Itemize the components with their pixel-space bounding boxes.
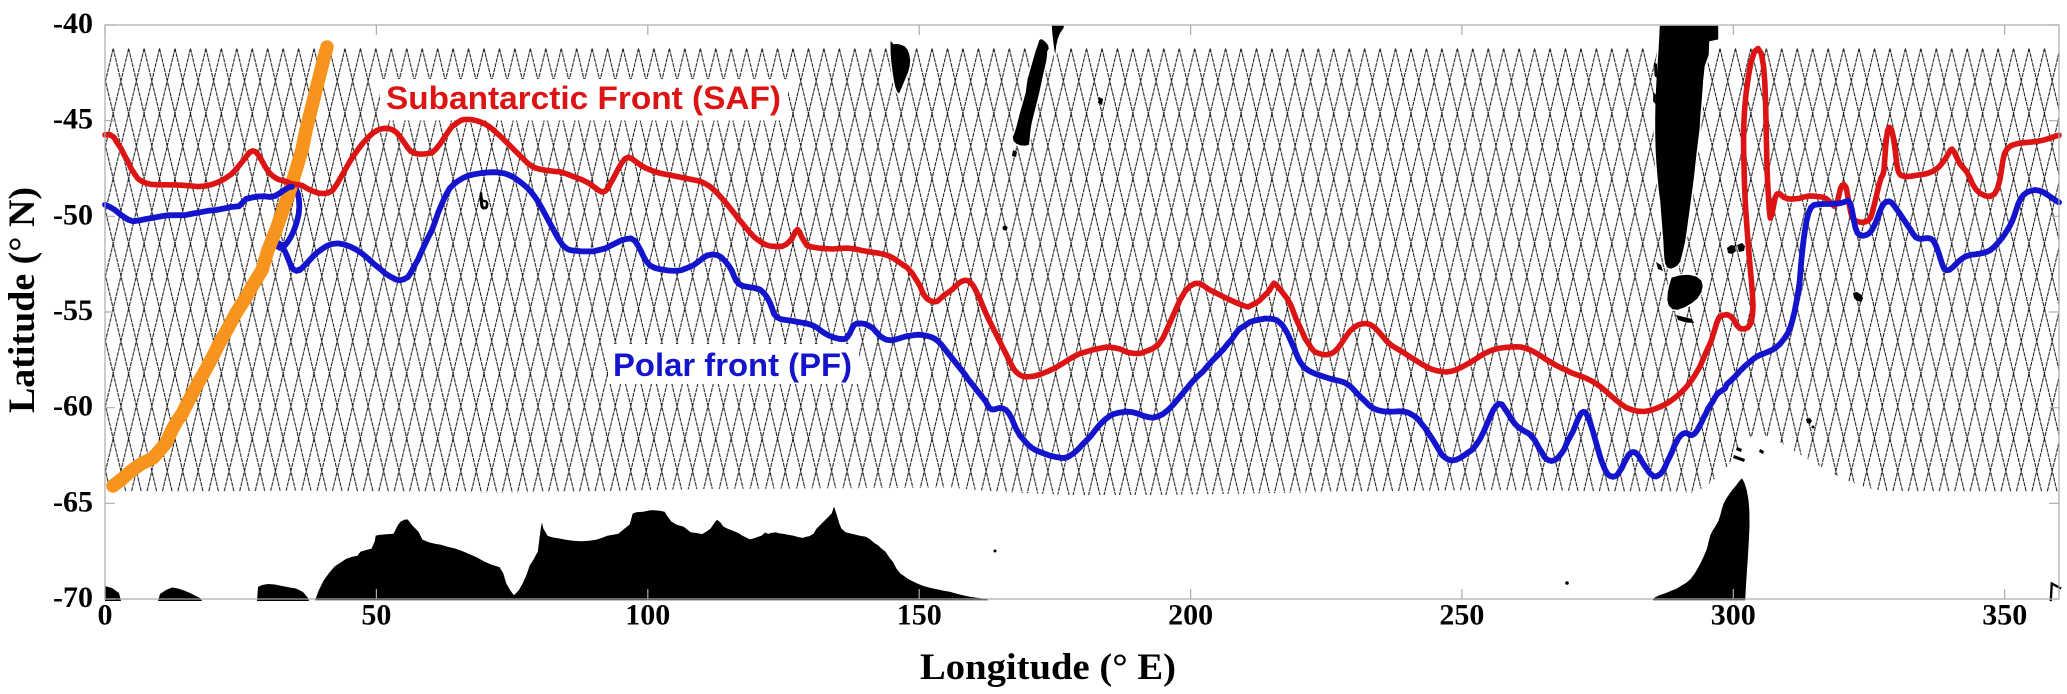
svg-text:-50: -50 <box>53 198 93 231</box>
svg-text:150: 150 <box>897 599 942 632</box>
svg-text:-65: -65 <box>53 485 93 518</box>
svg-text:-40: -40 <box>53 7 93 40</box>
svg-text:Subantarctic Front (SAF): Subantarctic Front (SAF) <box>386 80 781 116</box>
svg-text:100: 100 <box>625 599 670 632</box>
svg-text:0: 0 <box>98 599 113 632</box>
svg-text:300: 300 <box>1711 599 1756 632</box>
svg-text:50: 50 <box>361 599 391 632</box>
svg-text:Longitude (° E): Longitude (° E) <box>920 647 1176 688</box>
svg-text:-60: -60 <box>53 390 93 423</box>
svg-text:-45: -45 <box>53 103 93 136</box>
svg-text:Polar front (PF): Polar front (PF) <box>613 347 852 383</box>
svg-text:Latitude (° N): Latitude (° N) <box>2 187 43 413</box>
svg-text:-55: -55 <box>53 294 93 327</box>
svg-text:250: 250 <box>1439 599 1484 632</box>
svg-text:200: 200 <box>1168 599 1213 632</box>
svg-text:350: 350 <box>1982 599 2027 632</box>
svg-text:-70: -70 <box>53 581 93 614</box>
